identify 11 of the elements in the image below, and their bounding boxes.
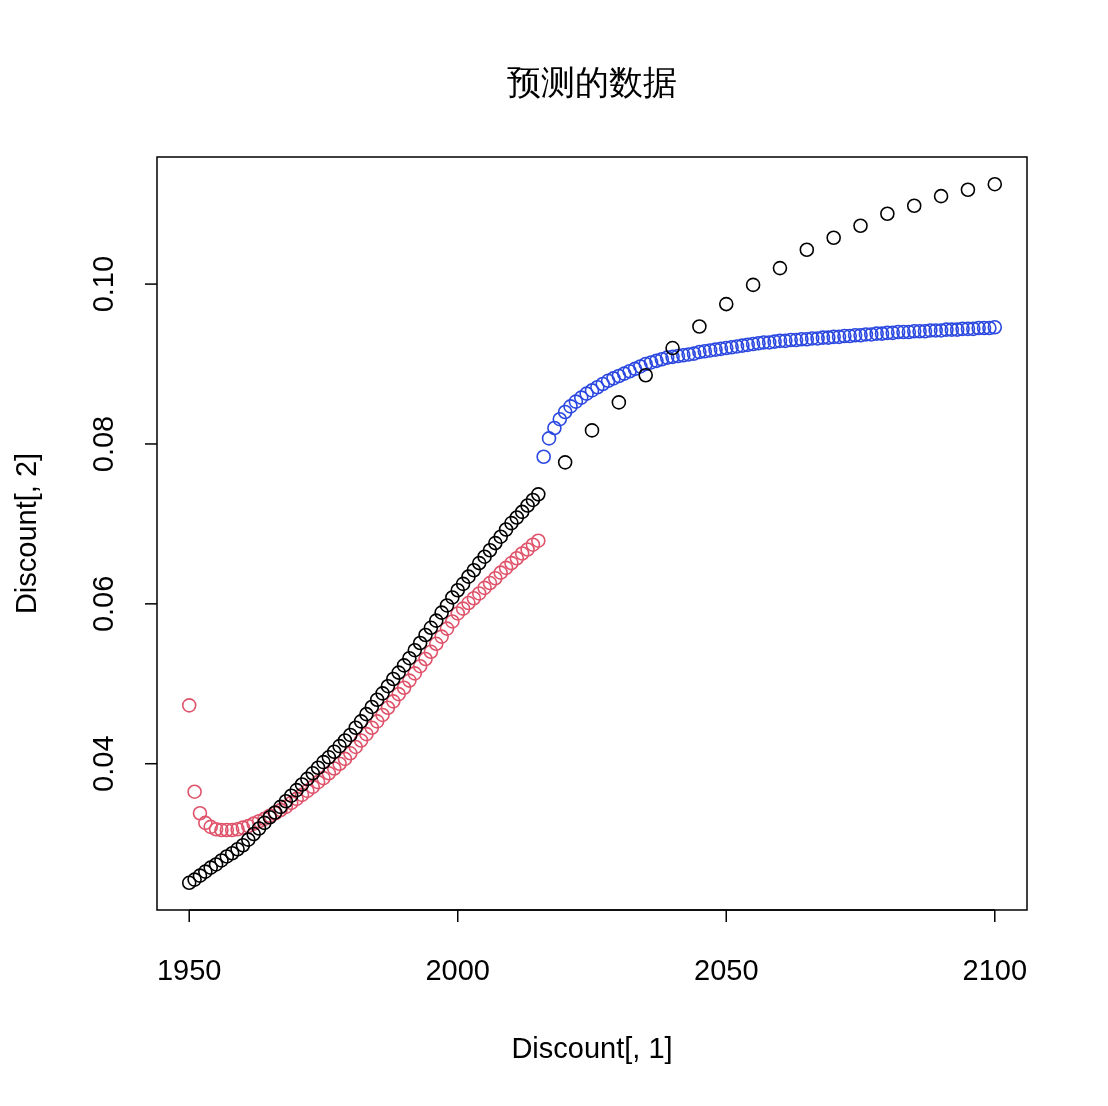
y-tick-label: 0.06: [87, 575, 119, 633]
chart-title: 预测的数据: [507, 62, 677, 102]
x-tick-label: 2050: [694, 954, 759, 986]
x-tick-label: 2100: [962, 954, 1028, 986]
y-tick-label: 0.04: [87, 735, 119, 792]
x-axis-title: Discount[, 1]: [511, 1032, 673, 1064]
y-tick-label: 0.08: [87, 415, 119, 473]
y-tick-label: 0.10: [87, 255, 119, 313]
x-tick-label: 1950: [156, 954, 222, 986]
x-tick-label: 2000: [425, 954, 490, 986]
y-axis-title: Discount[, 2]: [10, 452, 42, 615]
